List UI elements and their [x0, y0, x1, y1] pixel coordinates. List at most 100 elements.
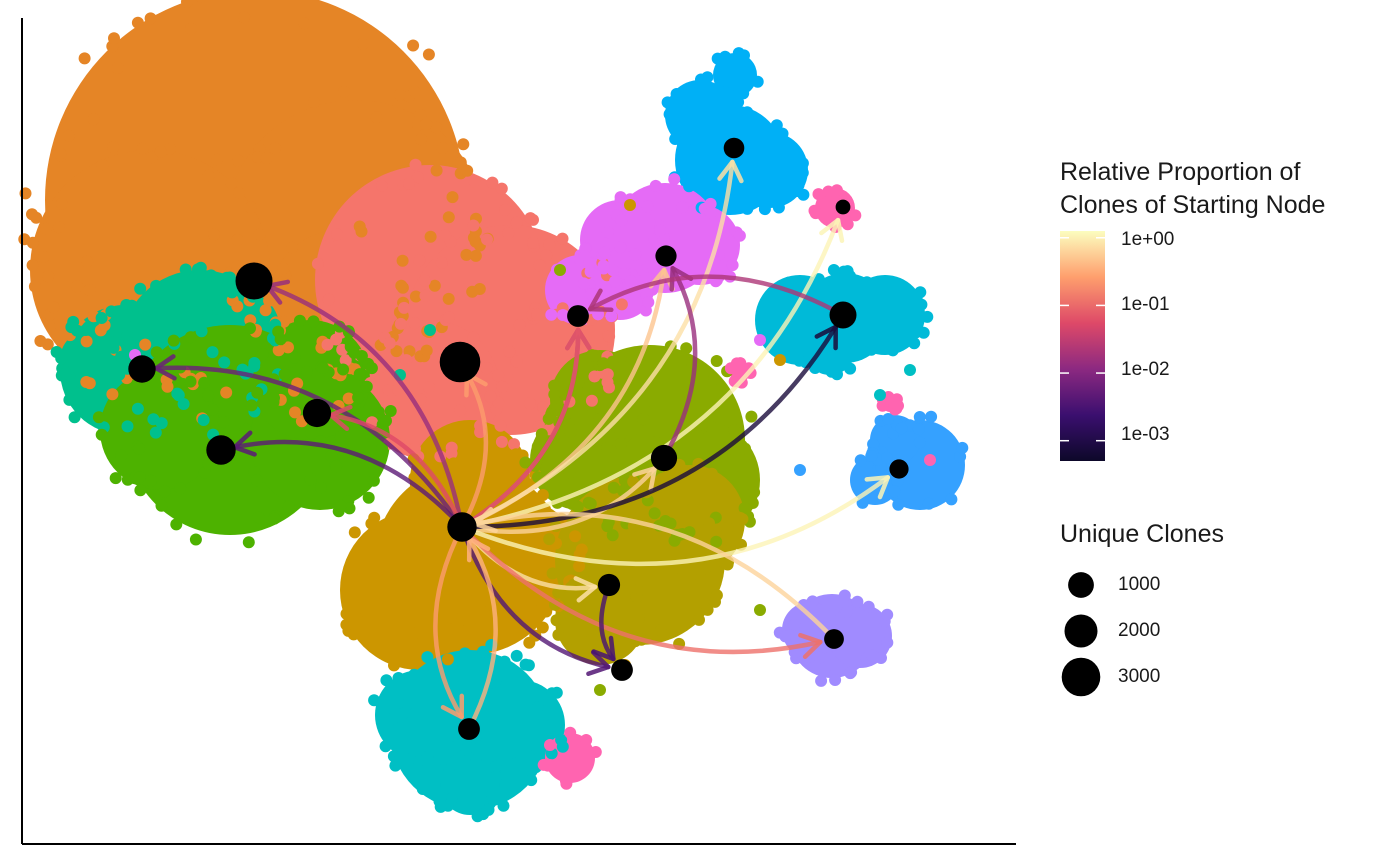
node-n_pink_mid [567, 305, 589, 327]
cell-point [774, 354, 786, 366]
cell-point [52, 221, 65, 234]
cell-point [355, 350, 368, 362]
cell-point [689, 141, 702, 154]
cell-point [601, 226, 614, 239]
cell-point [641, 200, 654, 213]
cell-point [710, 355, 723, 367]
cell-point [408, 627, 420, 640]
cell-point [42, 270, 55, 283]
cell-point [256, 348, 269, 361]
size-legend-label-1000: 1000 [1118, 574, 1161, 595]
cell-point [376, 180, 388, 192]
cell-point [847, 337, 860, 350]
cell-point [331, 228, 344, 241]
cell-point [111, 61, 124, 74]
cell-point [136, 142, 149, 155]
arrow-n_olive-to-n_magenta [661, 266, 698, 461]
cell-point [489, 760, 502, 773]
cell-point [503, 345, 516, 358]
cell-point [231, 233, 244, 246]
cell-point [895, 422, 908, 435]
cell-point [389, 759, 402, 772]
cell-point [179, 263, 192, 276]
cell-point [524, 212, 537, 225]
cell-point [225, 177, 238, 190]
cell-point [340, 618, 353, 631]
cell-point [131, 16, 144, 29]
cell-point [584, 497, 597, 510]
cell-point [348, 526, 361, 539]
cell-point [672, 88, 685, 101]
cell-point [339, 354, 352, 367]
cell-point [174, 482, 187, 495]
cell-point [886, 344, 899, 357]
cell-point [597, 357, 610, 370]
cell-point [368, 694, 381, 707]
arrowhead-n_start-to-n_blue_right [864, 475, 891, 500]
cell-point [502, 227, 515, 240]
cell-point [208, 228, 220, 241]
cell-point [642, 296, 655, 309]
cell-point [344, 572, 357, 585]
cell-point [206, 403, 219, 416]
cell-point [727, 126, 740, 139]
cell-point [569, 530, 582, 543]
cell-point [149, 426, 162, 439]
cell-point [126, 299, 138, 312]
cell-point [888, 485, 901, 498]
cluster-region-c3-2 [60, 330, 120, 390]
node-n_olive [650, 444, 678, 472]
cell-point [822, 185, 835, 198]
cell-point [170, 518, 183, 531]
cell-point [78, 52, 91, 65]
cell-point [185, 22, 197, 35]
size-legend-keys [1061, 572, 1101, 697]
cell-point [708, 100, 721, 113]
cell-point [862, 600, 875, 613]
cell-point [575, 543, 588, 556]
cell-point [365, 362, 378, 375]
cell-point [422, 48, 435, 61]
cell-point [913, 411, 926, 423]
cell-point [80, 405, 93, 418]
cell-point [522, 659, 535, 672]
cell-point [343, 502, 356, 515]
cell-point [55, 352, 68, 365]
arrow-n_start-to-n_teal_bottom [433, 524, 465, 720]
cell-point [648, 507, 661, 520]
cell-point [400, 509, 413, 522]
cell-point [396, 254, 409, 267]
colorbar-label-1e-01: 1e-01 [1121, 294, 1170, 315]
cell-point [83, 284, 96, 296]
cell-point [865, 450, 878, 462]
cell-point [171, 387, 184, 400]
cell-point [583, 257, 596, 270]
cell-point [251, 386, 264, 399]
node-n_olive2 [597, 573, 621, 597]
cell-point [107, 141, 120, 154]
cell-point [531, 308, 544, 321]
size-legend-title: Unique Clones [1060, 520, 1224, 548]
cell-point [449, 552, 462, 565]
cell-point [392, 383, 404, 396]
cell-point [655, 473, 668, 485]
cell-point [181, 0, 193, 8]
cell-point [454, 156, 467, 169]
cell-point [661, 96, 674, 109]
cell-point [96, 159, 109, 171]
cell-point [422, 511, 435, 524]
cell-point [609, 275, 622, 288]
cell-point [510, 216, 523, 229]
cell-point [412, 755, 425, 768]
cell-point [202, 169, 215, 182]
cell-point [95, 428, 108, 441]
cell-point [556, 232, 569, 245]
cell-point [546, 687, 558, 700]
cluster-region-c8-2 [475, 680, 565, 770]
cell-point [945, 493, 958, 506]
cell-point [184, 331, 197, 344]
cell-point [450, 740, 463, 753]
cell-point [500, 672, 513, 685]
cell-point [385, 579, 398, 592]
cell-point [368, 511, 381, 524]
